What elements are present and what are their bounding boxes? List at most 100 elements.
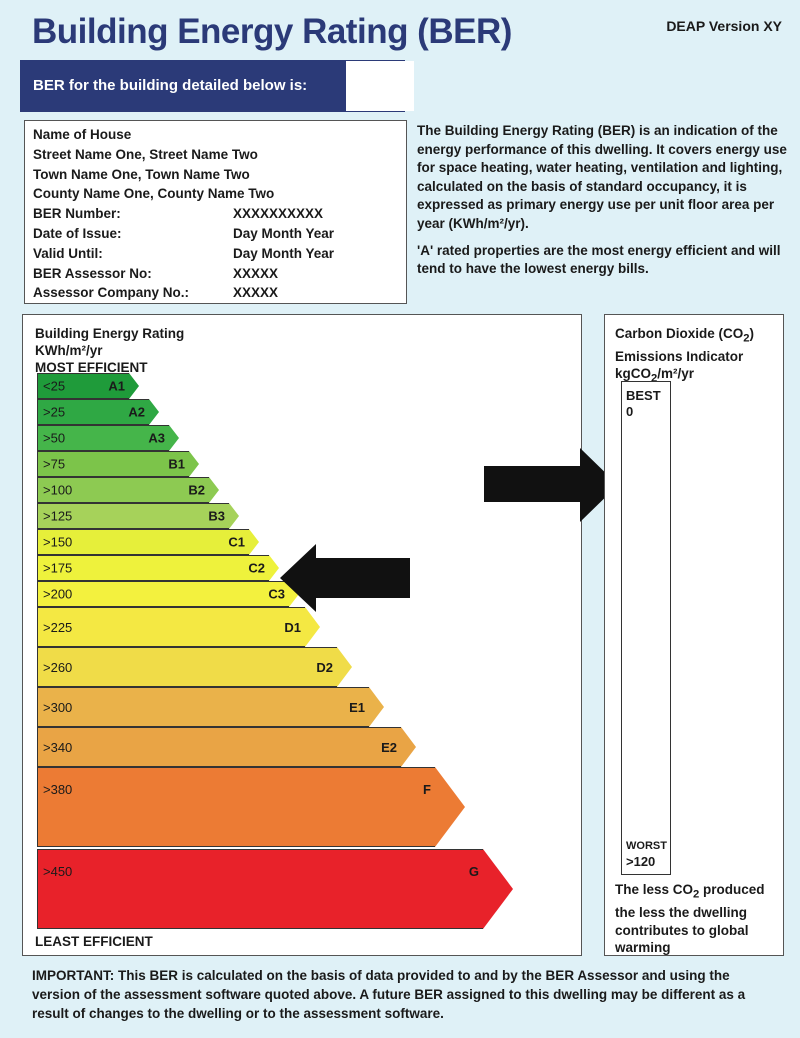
current-rating-arrow-icon xyxy=(280,544,410,612)
detail-row: Assessor Company No.: XXXXX xyxy=(33,283,398,303)
co2-title-text: Carbon Dioxide (CO xyxy=(615,326,744,341)
most-efficient-label: MOST EFFICIENT xyxy=(35,360,148,375)
rating-band-f: >380 F xyxy=(37,767,465,847)
co2-note: The less CO2 produced the less the dwell… xyxy=(615,881,780,957)
co2-note-end: produced the less the dwelling contribut… xyxy=(615,882,765,956)
band-arrow-tip xyxy=(269,555,279,581)
band-range: >340 xyxy=(43,740,73,755)
co2-heading: Carbon Dioxide (CO2) Emissions Indicator… xyxy=(615,325,754,387)
rating-band-d2: >260 D2 xyxy=(37,647,352,687)
address-line: Name of House xyxy=(33,127,132,142)
detail-row: Date of Issue: Day Month Year xyxy=(33,224,398,244)
band-range: >260 xyxy=(43,660,73,675)
band-range: >100 xyxy=(43,482,73,498)
rating-band-b2: >100 B2 xyxy=(37,477,219,503)
co2-worst-value: >120 xyxy=(626,854,656,869)
band-code: D1 xyxy=(284,620,301,635)
co2-title-subscript: 2 xyxy=(743,332,750,345)
detail-row: Valid Until: Day Month Year xyxy=(33,244,398,264)
energy-rating-panel: Building Energy Rating KWh/m²/yr MOST EF… xyxy=(22,314,582,956)
detail-value: Day Month Year xyxy=(233,225,335,241)
band-arrow-tip xyxy=(369,687,384,727)
band-arrow-tip xyxy=(229,503,239,529)
page-title: Building Energy Rating (BER) xyxy=(32,12,512,51)
band-arrow-tip xyxy=(189,451,199,477)
address-block: Name of House Street Name One, Street Nam… xyxy=(33,125,398,204)
co2-worst: WORST >120 xyxy=(626,838,667,870)
band-arrow-tip xyxy=(169,425,179,451)
building-details: Name of House Street Name One, Street Nam… xyxy=(24,120,407,304)
info-paragraph-a-rated: 'A' rated properties are the most energy… xyxy=(417,242,781,277)
band-code: B2 xyxy=(188,482,205,498)
important-notice: IMPORTANT: This BER is calculated on the… xyxy=(32,968,746,1021)
band-arrow-tip xyxy=(401,727,416,767)
band-arrow-tip xyxy=(305,607,320,647)
detail-label: Date of Issue: xyxy=(33,225,122,241)
band-range: >125 xyxy=(43,508,73,524)
co2-unit-subscript: 2 xyxy=(651,372,658,385)
co2-scale: BEST 0 WORST >120 xyxy=(621,381,671,875)
band-code: A3 xyxy=(148,430,165,446)
rating-band-e2: >340 E2 xyxy=(37,727,416,767)
band-code: A2 xyxy=(128,404,145,420)
detail-value: Day Month Year xyxy=(233,245,335,261)
band-range: >75 xyxy=(43,456,66,472)
detail-label: BER Number: xyxy=(33,206,121,222)
rating-band-g: >450 G xyxy=(37,849,513,929)
rating-band-a3: >50 A3 xyxy=(37,425,179,451)
band-range: >175 xyxy=(43,560,73,576)
band-range: >300 xyxy=(43,700,73,715)
band-range: >200 xyxy=(43,586,73,602)
band-code: B3 xyxy=(208,508,225,524)
detail-row: BER Number: XXXXXXXXXX xyxy=(33,204,398,224)
band-code: G xyxy=(468,864,479,879)
band-arrow-tip xyxy=(209,477,219,503)
ber-result-label: BER for the building detailed below is: xyxy=(33,77,308,94)
rating-band-a2: >25 A2 xyxy=(37,399,159,425)
co2-worst-label: WORST xyxy=(626,840,667,852)
co2-indicator-label: Emissions Indicator xyxy=(615,348,744,364)
ber-certificate: Building Energy Rating (BER) DEAP Versio… xyxy=(12,8,788,1030)
rating-band-e1: >300 E1 xyxy=(37,687,384,727)
co2-emissions-panel: Carbon Dioxide (CO2) Emissions Indicator… xyxy=(604,314,784,956)
detail-label: BER Assessor No: xyxy=(33,265,152,281)
band-range: >50 xyxy=(43,430,66,446)
ber-result-bar: BER for the building detailed below is: xyxy=(20,60,414,112)
co2-unit-end: /m²/yr xyxy=(657,365,695,381)
band-code: E2 xyxy=(381,740,397,755)
energy-rating-title: Building Energy Rating xyxy=(35,326,185,341)
software-version: DEAP Version XY xyxy=(666,18,782,34)
co2-best-value: 0 xyxy=(626,404,634,419)
band-arrow-tip xyxy=(149,399,159,425)
band-code: C2 xyxy=(248,560,265,576)
band-code: C1 xyxy=(228,534,245,550)
band-range: >225 xyxy=(43,620,73,635)
co2-best: BEST 0 xyxy=(626,388,661,420)
band-code: A1 xyxy=(108,378,125,394)
band-code: F xyxy=(423,782,431,797)
detail-value: XXXXX xyxy=(233,285,279,301)
co2-note-start: The less CO xyxy=(615,882,694,897)
co2-unit-text: kgCO xyxy=(615,365,652,381)
band-range: >150 xyxy=(43,534,73,550)
band-range: >25 xyxy=(43,404,66,420)
least-efficient-label: LEAST EFFICIENT xyxy=(35,934,153,949)
energy-rating-heading: Building Energy Rating KWh/m²/yr MOST EF… xyxy=(35,325,184,376)
band-arrow-tip xyxy=(129,373,139,399)
rating-band-b1: >75 B1 xyxy=(37,451,199,477)
band-arrow-tip xyxy=(483,849,513,929)
address-line: Street Name One, Street Name Two xyxy=(33,146,258,162)
band-code: C3 xyxy=(268,586,285,602)
band-arrow-tip xyxy=(289,581,299,607)
rating-band-c3: >200 C3 xyxy=(37,581,299,607)
co2-note-subscript: 2 xyxy=(693,888,700,901)
rating-band-c1: >150 C1 xyxy=(37,529,259,555)
details-table: BER Number: XXXXXXXXXX Date of Issue: Day M… xyxy=(33,204,398,303)
info-paragraph-ber: The Building Energy Rating (BER) is an i… xyxy=(417,123,787,231)
address-line: County Name One, County Name Two xyxy=(33,186,275,202)
co2-best-label: BEST xyxy=(626,388,661,403)
energy-rating-unit: KWh/m²/yr xyxy=(35,343,103,358)
rating-band-b3: >125 B3 xyxy=(37,503,239,529)
band-code: E1 xyxy=(349,700,365,715)
rating-band-c2: >175 C2 xyxy=(37,555,279,581)
